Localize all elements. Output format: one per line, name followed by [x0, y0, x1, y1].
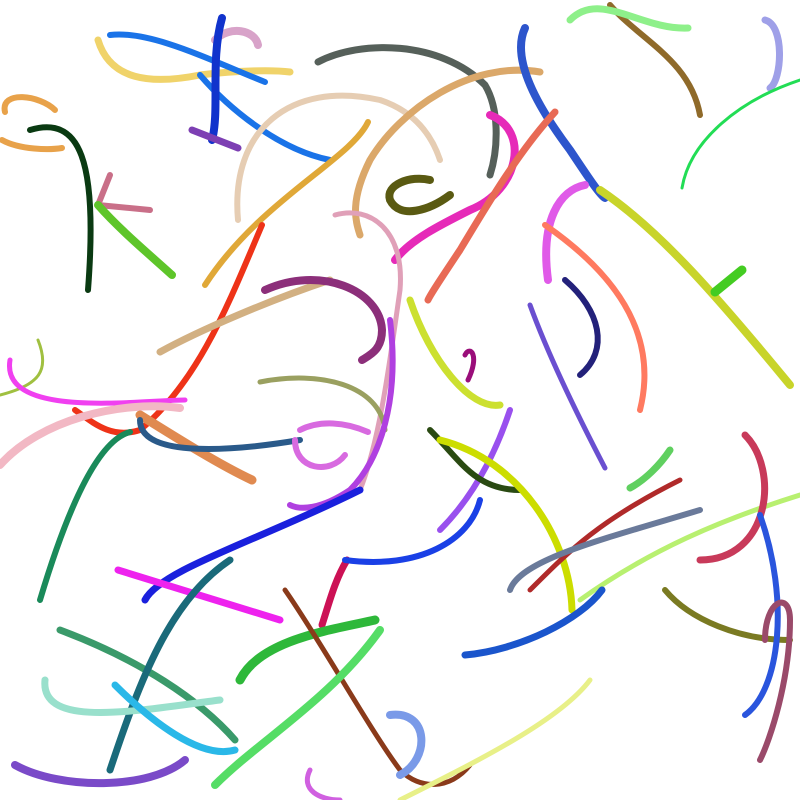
stroke [461, 586, 606, 659]
stroke [507, 507, 703, 593]
stroke [757, 599, 793, 763]
stroke [106, 556, 234, 774]
stroke [7, 357, 188, 406]
stroke [517, 24, 609, 202]
stroke [626, 446, 674, 492]
stroke [188, 126, 242, 152]
stroke [292, 420, 371, 470]
stroke [742, 512, 781, 718]
stroke [0, 402, 184, 469]
stroke [94, 201, 176, 279]
stroke [56, 626, 239, 744]
stroke [318, 556, 351, 629]
stroke [41, 676, 224, 716]
stroke [342, 497, 483, 565]
stroke [397, 677, 593, 800]
stroke [257, 375, 388, 433]
stroke [114, 566, 284, 624]
stroke [202, 119, 371, 288]
stroke [406, 296, 504, 409]
stroke [542, 181, 589, 284]
stroke [141, 486, 364, 604]
stroke [137, 417, 303, 452]
stroke [304, 767, 343, 800]
stroke [0, 338, 45, 397]
stroke [0, 94, 65, 152]
stroke [542, 222, 648, 413]
stroke [680, 78, 800, 190]
stroke [27, 124, 94, 293]
stroke [696, 431, 768, 564]
stroke [211, 626, 384, 789]
stroke [527, 302, 608, 471]
stroke [424, 108, 559, 304]
stroke [156, 276, 334, 356]
stroke [562, 277, 601, 378]
stroke [386, 710, 426, 779]
stroke [208, 14, 226, 144]
stroke [235, 615, 380, 685]
stroke [761, 16, 783, 92]
stroke [37, 429, 133, 603]
stroke [577, 492, 800, 603]
stroke [332, 210, 403, 493]
stroke [391, 111, 519, 264]
stroke [234, 92, 443, 223]
stroke [95, 172, 153, 213]
stroke [107, 31, 333, 163]
stroke [436, 436, 576, 614]
stroke [527, 477, 683, 593]
stroke [111, 681, 239, 755]
stroke [710, 265, 747, 297]
stroke [462, 348, 477, 383]
stroke [596, 186, 794, 389]
stroke [11, 756, 189, 788]
stroke [261, 276, 386, 364]
stroke [662, 587, 793, 643]
stroke [282, 587, 473, 787]
stroke [287, 317, 396, 511]
stroke [385, 174, 454, 216]
stroke [437, 407, 513, 533]
stroke [566, 5, 692, 32]
